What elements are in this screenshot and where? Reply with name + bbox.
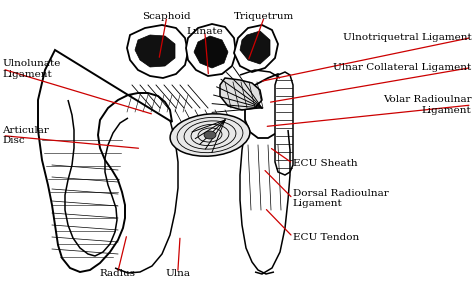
Polygon shape	[194, 36, 228, 68]
Text: Triquetrum: Triquetrum	[234, 12, 295, 21]
Polygon shape	[135, 35, 175, 67]
Text: Dorsal Radioulnar
Ligament: Dorsal Radioulnar Ligament	[293, 189, 389, 208]
Polygon shape	[245, 74, 288, 138]
Text: Scaphoid: Scaphoid	[143, 12, 191, 21]
Text: Ulnotriquetral Ligament: Ulnotriquetral Ligament	[343, 33, 472, 42]
Text: Lunate: Lunate	[186, 27, 223, 36]
Ellipse shape	[204, 131, 216, 139]
Polygon shape	[186, 24, 236, 76]
Text: ECU Tendon: ECU Tendon	[293, 232, 359, 242]
Text: Articular
Disc: Articular Disc	[2, 126, 49, 145]
Text: Ulnolunate
Ligament: Ulnolunate Ligament	[2, 59, 61, 79]
Ellipse shape	[170, 114, 250, 156]
Text: Volar Radioulnar
Ligament: Volar Radioulnar Ligament	[383, 95, 472, 115]
Text: Radius: Radius	[100, 268, 136, 278]
Polygon shape	[220, 78, 262, 110]
Polygon shape	[38, 50, 172, 272]
Text: ECU Sheath: ECU Sheath	[293, 159, 357, 168]
Text: Ulnar Collateral Ligament: Ulnar Collateral Ligament	[333, 63, 472, 72]
Text: Ulna: Ulna	[165, 268, 190, 278]
Polygon shape	[234, 25, 278, 72]
Polygon shape	[127, 25, 188, 78]
Polygon shape	[275, 72, 293, 175]
Polygon shape	[240, 31, 270, 64]
